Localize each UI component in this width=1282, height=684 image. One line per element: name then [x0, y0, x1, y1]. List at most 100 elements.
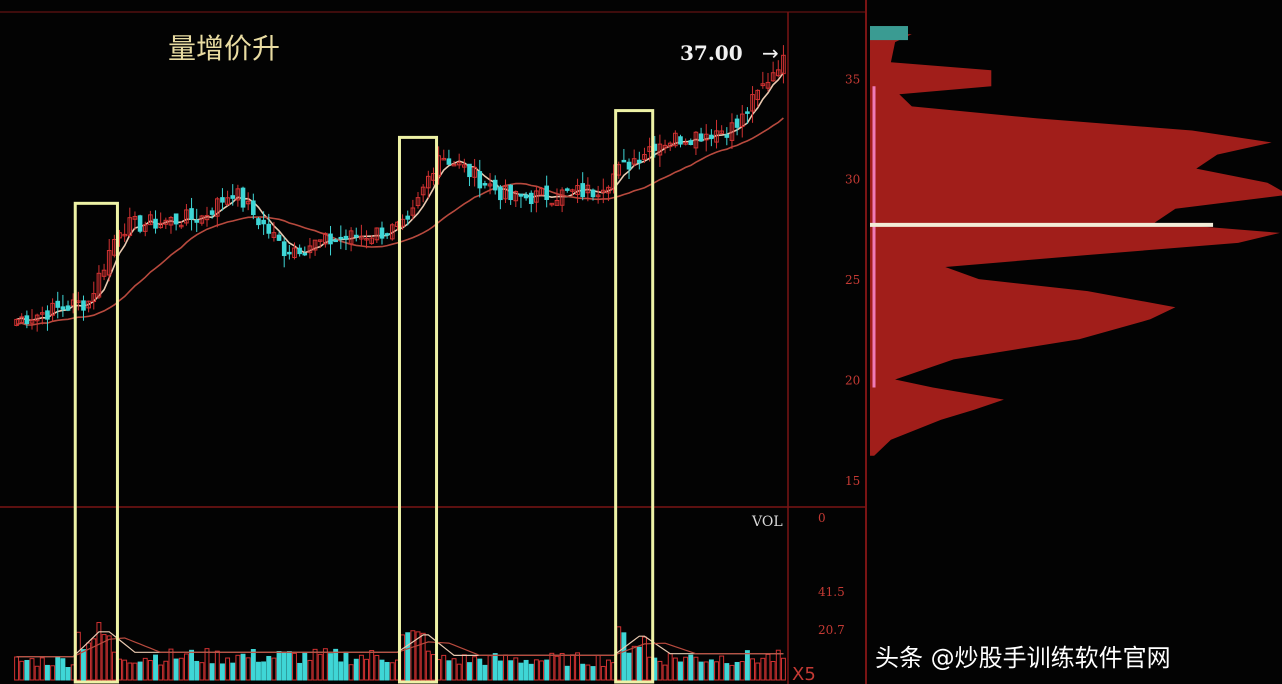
candle-body	[328, 233, 333, 245]
candle-body	[194, 219, 200, 223]
candle-body	[729, 122, 735, 141]
candle-body	[683, 142, 688, 145]
candle-body	[333, 239, 338, 243]
volume-bar	[91, 638, 97, 681]
volume-bar	[642, 636, 647, 681]
candle-body	[456, 161, 462, 166]
candle-body	[693, 131, 699, 149]
volume-bar	[667, 653, 673, 681]
price-tick-label: 20	[845, 374, 860, 388]
candle-body	[132, 215, 138, 220]
candle-body	[472, 166, 477, 178]
volume-bar	[240, 653, 246, 681]
candle-body	[153, 218, 158, 229]
volume-bar	[750, 658, 756, 681]
candle-body	[348, 230, 354, 245]
candle-body	[626, 161, 632, 170]
volume-bar	[585, 664, 591, 681]
volume-bar	[333, 648, 339, 681]
candle-body	[230, 195, 236, 199]
volume-bar	[400, 634, 406, 681]
candle-body	[446, 158, 452, 165]
candle-body	[106, 250, 112, 276]
price-axis: 35 30 25 20 15	[845, 72, 860, 488]
volume-bar	[256, 661, 261, 681]
candle-body	[50, 302, 55, 316]
last-price-label: 37.00	[680, 41, 743, 65]
volume-bar	[369, 650, 375, 681]
volume-bar	[209, 663, 215, 681]
volume-bar	[364, 658, 370, 681]
candle-body	[549, 202, 555, 206]
candle-body	[29, 319, 35, 324]
volume-bar	[714, 661, 719, 681]
volume-bar	[523, 659, 529, 681]
candle-body	[637, 159, 642, 164]
volume-bar	[111, 651, 117, 681]
volume-bar	[86, 642, 92, 681]
volume-bar	[430, 654, 436, 681]
volume-bar	[683, 656, 689, 681]
candle-body	[724, 134, 730, 138]
candle-body	[91, 293, 97, 303]
volume-bar	[358, 654, 364, 681]
candle-body	[65, 305, 71, 311]
candle-body	[359, 235, 364, 240]
volume-bar	[549, 652, 555, 681]
volume-bar	[688, 654, 694, 681]
candle-body	[426, 175, 431, 189]
volume-bar	[765, 653, 771, 681]
candle-body	[518, 193, 524, 197]
volume-bar	[420, 632, 426, 681]
volume-bar	[590, 666, 596, 681]
candle-body	[122, 233, 127, 237]
volume-bar	[477, 658, 483, 681]
candle-body	[673, 132, 678, 147]
candle-body	[189, 208, 194, 220]
volume-bar	[127, 662, 133, 681]
candle-body	[709, 134, 714, 140]
candle-body	[251, 200, 256, 216]
volume-bar	[575, 652, 581, 681]
volume-bar	[132, 662, 138, 681]
highlight-boxes	[73, 109, 655, 684]
highlight-box	[397, 135, 439, 684]
volume-multiplier: X5	[792, 664, 816, 684]
volume-bar	[384, 661, 390, 681]
volume-bar	[328, 653, 333, 681]
candle-body	[55, 300, 61, 308]
highlight-box	[614, 109, 655, 684]
candle-body	[642, 154, 647, 161]
volume-bar	[755, 662, 761, 681]
volume-bar	[410, 630, 416, 681]
candle-body	[662, 144, 668, 149]
volume-bar	[39, 657, 45, 681]
volume-bar	[24, 659, 30, 681]
candle-body	[539, 188, 544, 196]
candle-body	[765, 81, 771, 89]
candle-body	[492, 179, 498, 191]
price-tick-label: 30	[845, 173, 860, 187]
volume-bar	[760, 657, 766, 681]
volume-bar	[302, 652, 308, 681]
candle-body	[554, 199, 560, 206]
candle-body	[544, 185, 549, 200]
candle-body	[168, 216, 174, 226]
volume-bar	[497, 660, 503, 681]
volume-bar	[44, 664, 50, 681]
volume-bar	[199, 662, 205, 681]
candle-body	[245, 200, 251, 205]
candle-body	[302, 252, 308, 256]
candle-body	[184, 209, 189, 224]
price-tick-label: 35	[845, 72, 860, 86]
candle-body	[389, 224, 395, 240]
candle-body	[513, 191, 519, 202]
volume-bar	[153, 654, 158, 681]
volume-bar	[317, 653, 323, 681]
volume-bar	[168, 648, 174, 681]
candle-body	[199, 215, 205, 224]
volume-bar	[425, 650, 431, 681]
volume-bar	[214, 650, 220, 681]
volume-bar	[60, 658, 66, 681]
